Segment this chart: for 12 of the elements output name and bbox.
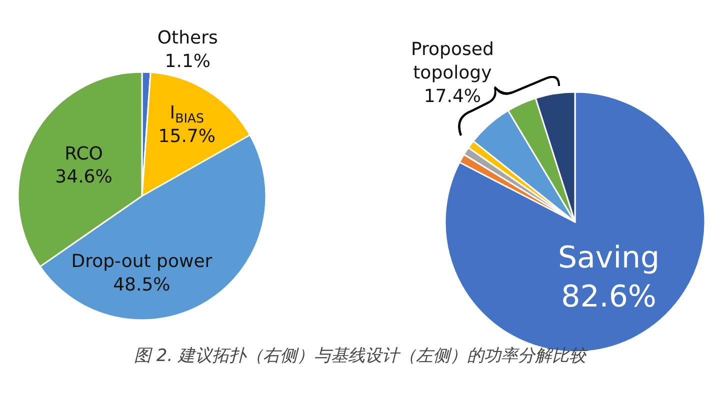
caption: 图 2. 建议拓扑（右侧）与基线设计（左侧）的功率分解比较 — [132, 345, 589, 367]
data-label: 1.1% — [164, 51, 211, 72]
slice-label: RCO — [64, 143, 103, 164]
data-label: 48.5% — [113, 274, 170, 296]
slice-label: Others — [157, 28, 218, 49]
slice-label: I$_{BIAS}$ — [170, 102, 204, 126]
slice-label: Drop-out power — [71, 251, 213, 272]
data-label: 34.6% — [55, 166, 112, 188]
text: Proposed topology 17.4% — [411, 39, 494, 107]
data-label: 15.7% — [158, 126, 216, 148]
slice-label: Saving — [558, 240, 660, 276]
data-label: 82.6% — [561, 280, 656, 315]
